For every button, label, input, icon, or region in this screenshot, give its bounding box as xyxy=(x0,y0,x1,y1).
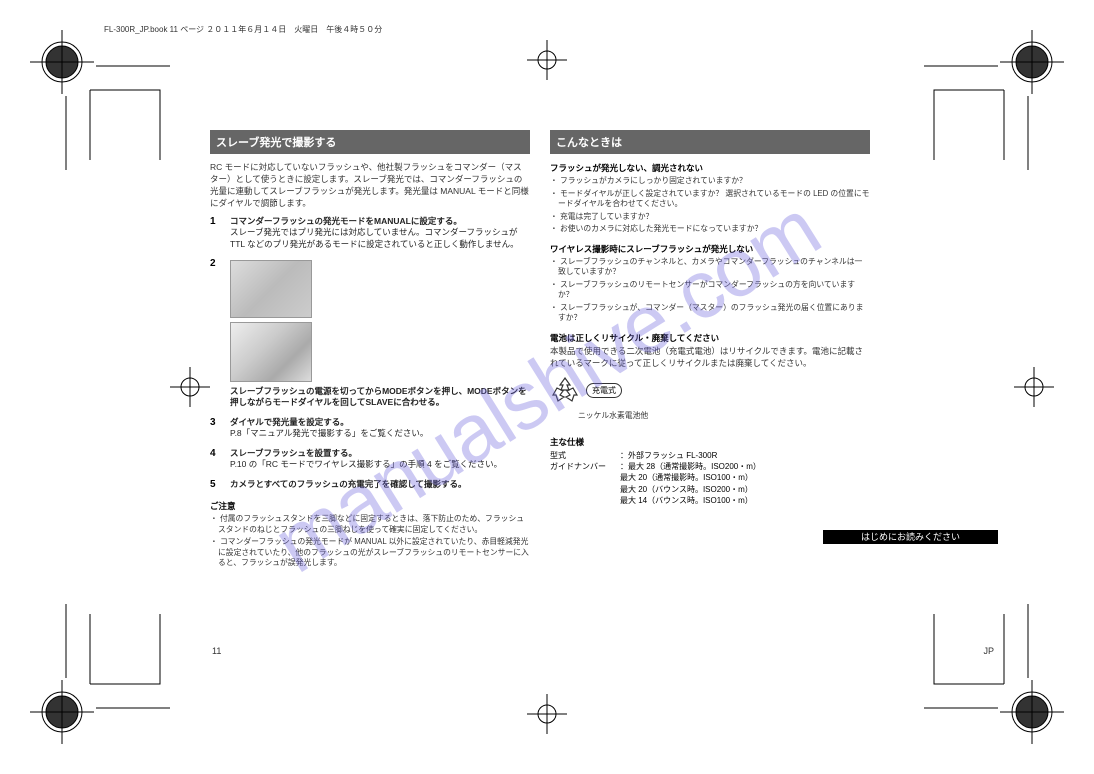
step-num: 2 xyxy=(210,258,224,409)
step-num: 4 xyxy=(210,448,224,471)
note-item: ・ 付属のフラッシュスタンドを三脚などに固定するときは、落下防止のため、フラッシ… xyxy=(210,514,530,535)
spec-value: ：外部フラッシュ FL-300R xyxy=(620,450,717,461)
battery-badge: 充電式 xyxy=(586,383,622,398)
page-number-left: 11 xyxy=(212,646,221,656)
faq-item: ・ スレーブフラッシュが、コマンダー（マスター）のフラッシュ発光の届く位置にあり… xyxy=(550,303,870,324)
notes-title: ご注意 xyxy=(210,500,530,512)
step-2: 2 スレーブフラッシュの電源を切ってからMODEボタンを押し、MODEボタンを押… xyxy=(210,258,530,409)
step-5: 5 カメラとすべてのフラッシュの充電完了を確認して撮影する。 xyxy=(210,479,530,490)
recycle-icon xyxy=(550,375,580,405)
left-section-header: スレーブ発光で撮影する xyxy=(210,130,530,154)
crop-mark-bl xyxy=(30,604,170,744)
page-content: スレーブ発光で撮影する RC モードに対応していないフラッシュや、他社製フラッシ… xyxy=(210,130,870,620)
language-tab: はじめにお読みください xyxy=(823,530,998,544)
step-1: 1 コマンダーフラッシュの発光モードをMANUALに設定する。 スレーブ発光では… xyxy=(210,216,530,250)
step-title: スレーブフラッシュを設置する。 xyxy=(230,448,530,459)
crop-mark-top xyxy=(517,40,577,80)
notes-block: ご注意 ・ 付属のフラッシュスタンドを三脚などに固定するときは、落下防止のため、… xyxy=(210,500,530,569)
faq-q2-title: ワイヤレス撮影時にスレーブフラッシュが発光しない xyxy=(550,243,870,255)
faq-item: ・ スレーブフラッシュのリモートセンサーがコマンダーフラッシュの方を向いています… xyxy=(550,280,870,301)
left-intro: RC モードに対応していないフラッシュや、他社製フラッシュをコマンダー（マスター… xyxy=(210,162,530,210)
step-4: 4 スレーブフラッシュを設置する。 P.10 の「RC モードでワイヤレス撮影す… xyxy=(210,448,530,471)
step-title: コマンダーフラッシュの発光モードをMANUALに設定する。 xyxy=(230,216,530,227)
spec-label: 型式 xyxy=(550,450,620,461)
step-title: カメラとすべてのフラッシュの充電完了を確認して撮影する。 xyxy=(230,479,530,490)
battery-note: ニッケル水素電池他 xyxy=(550,411,870,422)
note-item: ・ コマンダーフラッシュの発光モードが MANUAL 以外に設定されていたり、赤… xyxy=(210,537,530,569)
faq-item: ・ フラッシュがカメラにしっかり固定されていますか？ xyxy=(550,176,870,187)
crop-mark-tr xyxy=(924,30,1064,170)
specs-title: 主な仕様 xyxy=(550,436,870,448)
crop-mark-br xyxy=(924,604,1064,744)
step-num: 1 xyxy=(210,216,224,250)
crop-mark-tl xyxy=(30,30,170,170)
spec-value: ：最大 28（通常撮影時。ISO200・m） 最大 20（通常撮影時。ISO10… xyxy=(620,461,761,506)
battery-recycle-body: 本製品で使用できる二次電池（充電式電池）はリサイクルできます。電池に記載されてい… xyxy=(550,346,870,370)
step-title: スレーブフラッシュの電源を切ってからMODEボタンを押し、MODEボタンを押しな… xyxy=(230,386,530,409)
crop-mark-bottom xyxy=(517,694,577,734)
faq-item: ・ 充電は完了していますか？ xyxy=(550,212,870,223)
faq-q1-title: フラッシュが発光しない、調光されない xyxy=(550,162,870,174)
left-column: スレーブ発光で撮影する RC モードに対応していないフラッシュや、他社製フラッシ… xyxy=(210,130,530,571)
page-number-right: JP xyxy=(983,646,994,656)
battery-recycle-title: 電池は正しくリサイクル・廃棄してください xyxy=(550,332,870,344)
right-section-header: こんなときは xyxy=(550,130,870,154)
recycle-row: 充電式 xyxy=(550,375,870,405)
faq-item: ・ スレーブフラッシュのチャンネルと、カメラやコマンダーフラッシュのチャンネルは… xyxy=(550,257,870,278)
step-num: 5 xyxy=(210,479,224,490)
step-body: スレーブ発光ではプリ発光には対応していません。コマンダーフラッシュが TTL な… xyxy=(230,227,530,250)
right-column: こんなときは フラッシュが発光しない、調光されない ・ フラッシュがカメラにしっ… xyxy=(550,130,870,571)
crop-mark-right xyxy=(1014,357,1054,417)
step-num: 3 xyxy=(210,417,224,440)
step-body: P.8「マニュアル発光で撮影する」をご覧ください。 xyxy=(230,428,530,439)
spec-label: ガイドナンバー xyxy=(550,461,620,506)
step-title: ダイヤルで発光量を設定する。 xyxy=(230,417,530,428)
step-body: P.10 の「RC モードでワイヤレス撮影する」の手順 4 をご覧ください。 xyxy=(230,459,530,470)
step-3: 3 ダイヤルで発光量を設定する。 P.8「マニュアル発光で撮影する」をご覧くださ… xyxy=(210,417,530,440)
faq-item: ・ お使いのカメラに対応した発光モードになっていますか？ xyxy=(550,224,870,235)
step-2-image-flash xyxy=(230,322,312,382)
step-2-image-dial xyxy=(230,260,312,318)
crop-mark-left xyxy=(170,357,210,417)
faq-item: ・ モードダイヤルが正しく設定されていますか？ 選択されているモードの LED … xyxy=(550,189,870,210)
